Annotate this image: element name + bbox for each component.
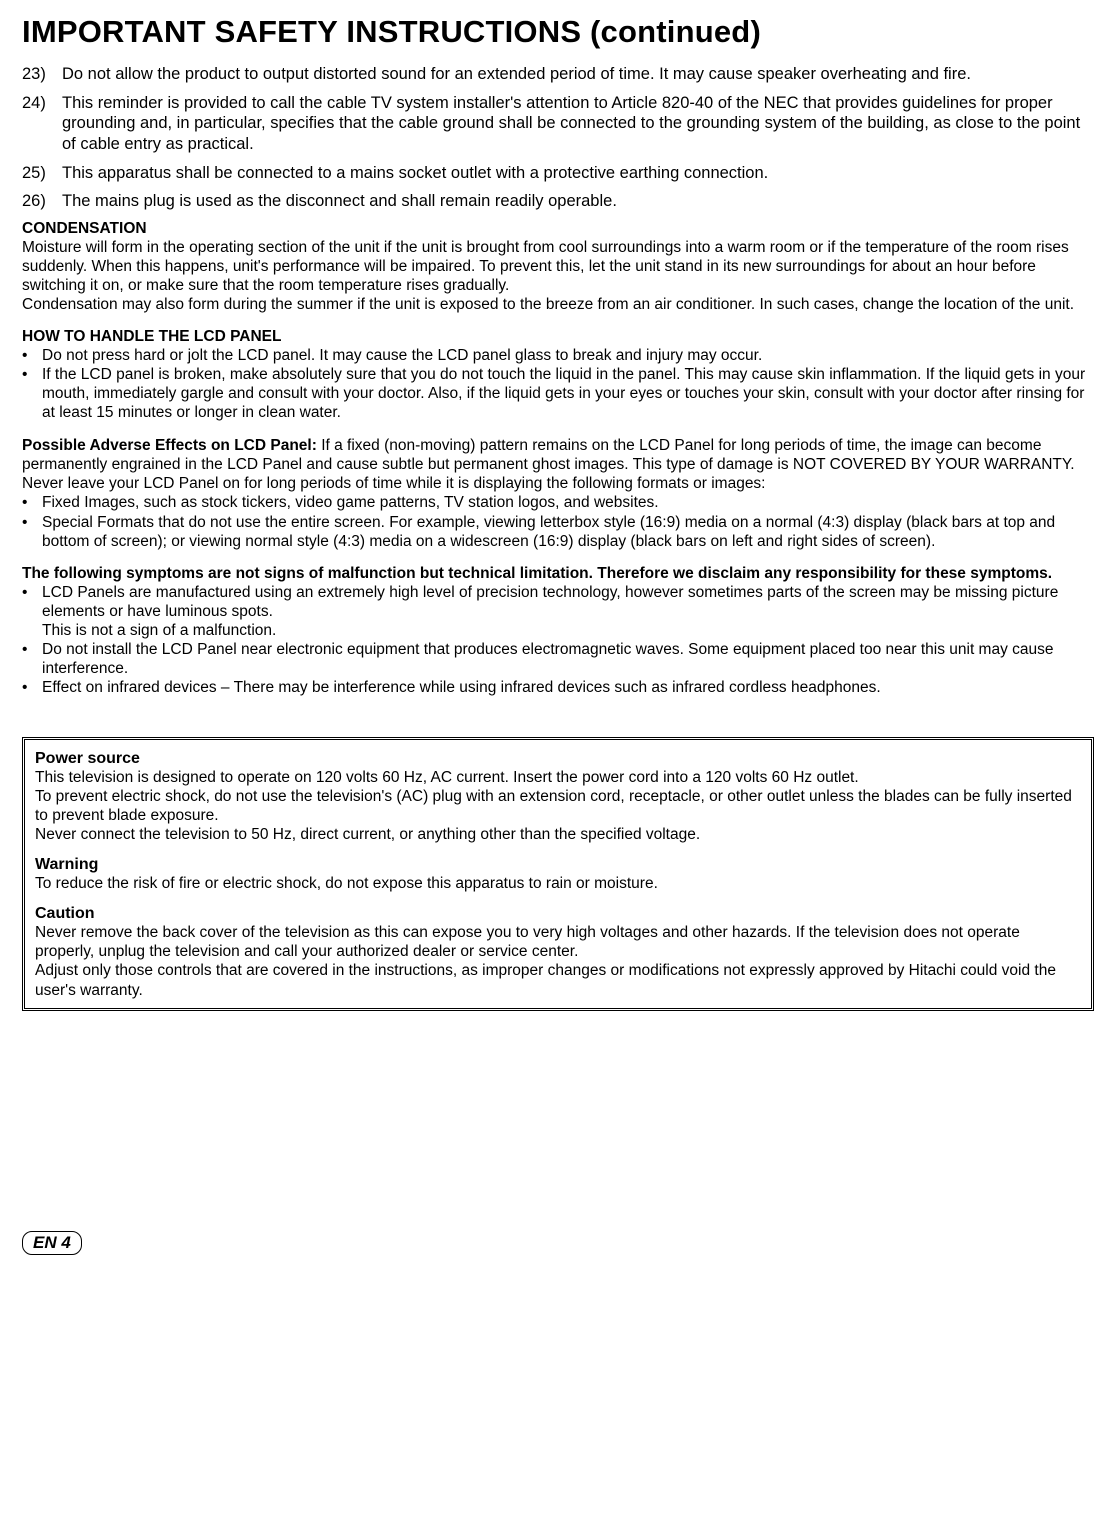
caution-l2: Adjust only those controls that are cove…: [35, 961, 1081, 999]
condensation-p2: Condensation may also form during the su…: [22, 295, 1094, 314]
notice-box: Power source This television is designed…: [22, 737, 1094, 1011]
item-text: The mains plug is used as the disconnect…: [62, 191, 1094, 212]
caution-head: Caution: [35, 905, 1081, 923]
numbered-list: 23) Do not allow the product to output d…: [22, 64, 1094, 212]
symptoms-head: The following symptoms are not signs of …: [22, 565, 1094, 583]
bullet-icon: •: [22, 365, 42, 422]
bullet-icon: •: [22, 513, 42, 551]
item-number: 26): [22, 191, 62, 212]
power-l2: To prevent electric shock, do not use th…: [35, 787, 1081, 825]
item-text: LCD Panels are manufactured using an ext…: [42, 583, 1094, 640]
numbered-item: 23) Do not allow the product to output d…: [22, 64, 1094, 85]
numbered-item: 26) The mains plug is used as the discon…: [22, 191, 1094, 212]
item-number: 25): [22, 163, 62, 184]
item-text: Do not allow the product to output disto…: [62, 64, 1094, 85]
symptoms-list: • LCD Panels are manufactured using an e…: [22, 583, 1094, 697]
list-item: • Fixed Images, such as stock tickers, v…: [22, 493, 1094, 512]
warning-head: Warning: [35, 856, 1081, 874]
bullet-icon: •: [22, 678, 42, 697]
lcd-head: HOW TO HANDLE THE LCD PANEL: [22, 328, 1094, 346]
bullet-icon: •: [22, 493, 42, 512]
page-number-badge: EN 4: [22, 1231, 82, 1255]
adverse-head: Possible Adverse Effects on LCD Panel:: [22, 437, 321, 454]
item-text: If the LCD panel is broken, make absolut…: [42, 365, 1094, 422]
power-l1: This television is designed to operate o…: [35, 768, 1081, 787]
list-item: • Do not install the LCD Panel near elec…: [22, 640, 1094, 678]
bullet-icon: •: [22, 346, 42, 365]
list-item: • Do not press hard or jolt the LCD pane…: [22, 346, 1094, 365]
caution-l1: Never remove the back cover of the telev…: [35, 923, 1081, 961]
adverse-list: • Fixed Images, such as stock tickers, v…: [22, 493, 1094, 550]
list-item: • Effect on infrared devices – There may…: [22, 678, 1094, 697]
list-item: • Special Formats that do not use the en…: [22, 513, 1094, 551]
item-number: 23): [22, 64, 62, 85]
item-text: Fixed Images, such as stock tickers, vid…: [42, 493, 1094, 512]
item-text: Special Formats that do not use the enti…: [42, 513, 1094, 551]
bullet-icon: •: [22, 640, 42, 678]
condensation-head: CONDENSATION: [22, 220, 1094, 238]
item-text: This reminder is provided to call the ca…: [62, 93, 1094, 155]
numbered-item: 24) This reminder is provided to call th…: [22, 93, 1094, 155]
adverse-paragraph: Possible Adverse Effects on LCD Panel: I…: [22, 436, 1094, 493]
power-head: Power source: [35, 750, 1081, 768]
item-text: Effect on infrared devices – There may b…: [42, 678, 1094, 697]
lcd-list: • Do not press hard or jolt the LCD pane…: [22, 346, 1094, 422]
item-text: Do not press hard or jolt the LCD panel.…: [42, 346, 1094, 365]
page-footer: EN 4: [22, 1231, 1094, 1255]
item-text: Do not install the LCD Panel near electr…: [42, 640, 1094, 678]
list-item: • LCD Panels are manufactured using an e…: [22, 583, 1094, 640]
warning-l1: To reduce the risk of fire or electric s…: [35, 874, 1081, 893]
item-number: 24): [22, 93, 62, 155]
list-item: • If the LCD panel is broken, make absol…: [22, 365, 1094, 422]
power-l3: Never connect the television to 50 Hz, d…: [35, 825, 1081, 844]
condensation-p1: Moisture will form in the operating sect…: [22, 238, 1094, 295]
bullet-icon: •: [22, 583, 42, 640]
item-text: This apparatus shall be connected to a m…: [62, 163, 1094, 184]
numbered-item: 25) This apparatus shall be connected to…: [22, 163, 1094, 184]
page-title: IMPORTANT SAFETY INSTRUCTIONS (continued…: [22, 14, 1094, 50]
